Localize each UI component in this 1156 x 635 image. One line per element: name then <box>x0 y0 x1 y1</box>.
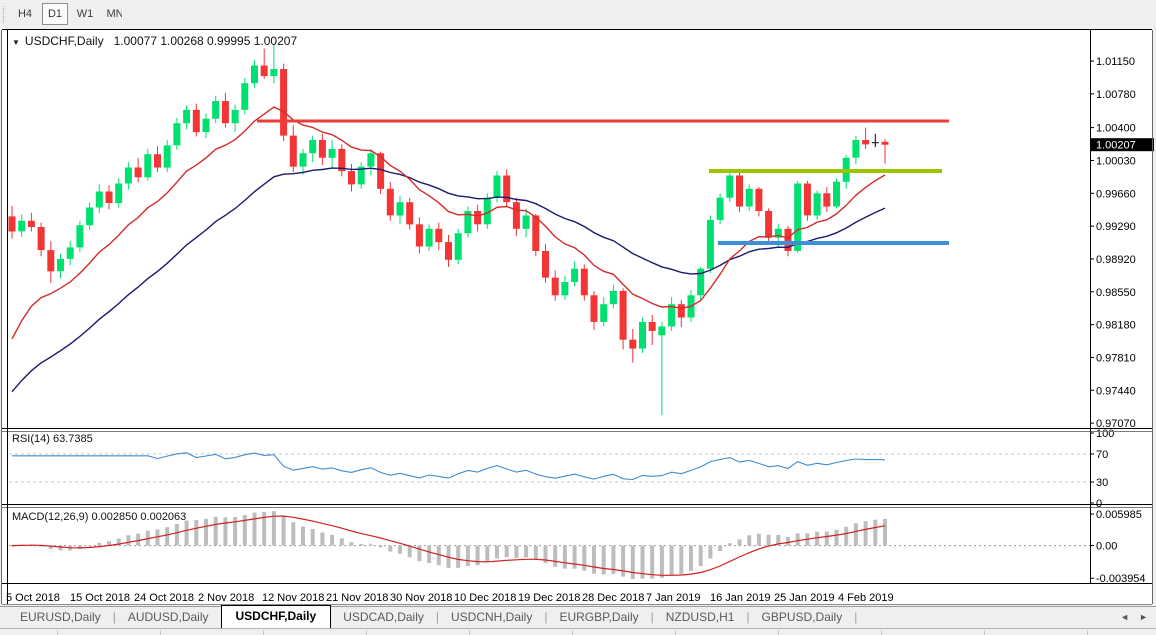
status-strip-separator <box>572 630 573 635</box>
tab-usdcnh-daily[interactable]: USDCNH,Daily <box>451 610 533 624</box>
price-tick-label: 0.98920 <box>1096 254 1136 266</box>
macd-histogram <box>10 511 887 579</box>
status-strip-separator <box>675 630 676 635</box>
chart-title: ▼ USDCHF,Daily 1.00077 1.00268 0.99995 1.0… <box>12 34 297 48</box>
tab-eurusd-daily[interactable]: EURUSD,Daily <box>20 610 101 624</box>
ma-fast-line <box>11 106 886 340</box>
status-strip-separator <box>469 630 470 635</box>
tabs-scroll-left-icon[interactable]: ◄ <box>1120 612 1130 622</box>
status-strip-separator <box>366 630 367 635</box>
date-tick-label: 15 Oct 2018 <box>70 592 130 604</box>
date-tick-label: 30 Nov 2018 <box>390 592 452 604</box>
date-tick-label: 5 Oct 2018 <box>6 592 60 604</box>
rsi-panel[interactable] <box>9 432 1090 504</box>
date-tick-label: 10 Dec 2018 <box>454 592 516 604</box>
price-tick-label: 1.00400 <box>1096 123 1136 135</box>
date-tick-label: 12 Nov 2018 <box>262 592 324 604</box>
date-tick-label: 19 Dec 2018 <box>518 592 580 604</box>
status-strip <box>0 628 1156 635</box>
tab-usdchf-daily[interactable]: USDCHF,Daily <box>220 605 332 628</box>
time-axis[interactable] <box>2 584 1090 604</box>
chart-ohlc-values: 1.00077 1.00268 0.99995 1.00207 <box>113 34 298 48</box>
tab-separator: | <box>112 610 116 624</box>
time-axis-labels: 5 Oct 2018 15 Oct 2018 24 Oct 2018 2 Nov 20… <box>6 592 894 604</box>
date-tick-label: 28 Dec 2018 <box>582 592 644 604</box>
toolbar-separator <box>122 6 123 23</box>
price-tick-label: 1.00780 <box>1096 89 1136 101</box>
tab-separator: | <box>854 610 858 624</box>
timeframe-toolbar: H4 D1 W1 MN <box>0 0 1156 29</box>
chart-symbol-label: USDCHF,Daily <box>24 34 104 48</box>
tab-nzdusd-h1[interactable]: NZDUSD,H1 <box>665 610 735 624</box>
price-axis[interactable] <box>1091 30 1152 584</box>
price-chart-plot[interactable] <box>9 30 1090 424</box>
rsi-line <box>12 452 886 481</box>
status-strip-separator <box>984 630 985 635</box>
symbol-tab-bar: EURUSD,Daily | AUDUSD,Daily USDCHF,Daily… <box>0 605 1156 628</box>
toolbar-grip[interactable] <box>3 6 4 23</box>
price-tick-label: 0.97810 <box>1096 352 1136 364</box>
price-axis-labels: 1.01150 1.00780 1.00400 1.00030 0.99660 0.992… <box>1090 56 1154 430</box>
timeframe-d1-button[interactable]: D1 <box>42 3 68 25</box>
macd-tick-label: -0.003954 <box>1096 573 1146 585</box>
ma-slow-line <box>11 167 886 393</box>
timeframe-h4-button[interactable]: H4 <box>12 3 38 25</box>
macd-indicator-label: MACD(12,26,9) 0.002850 0.002063 <box>12 511 187 523</box>
status-strip-separator <box>160 630 161 635</box>
date-tick-label: 4 Feb 2019 <box>838 592 894 604</box>
tabs-scroll-right-icon[interactable]: ► <box>1139 612 1148 622</box>
tab-audusd-daily[interactable]: AUDUSD,Daily <box>127 610 209 624</box>
tab-separator: | <box>435 610 439 624</box>
date-tick-label: 21 Nov 2018 <box>326 592 388 604</box>
tab-gbpusd-daily[interactable]: GBPUSD,Daily <box>761 610 843 624</box>
macd-tick-label: 0.005985 <box>1096 509 1142 521</box>
date-tick-label: 7 Jan 2019 <box>646 592 700 604</box>
status-strip-separator <box>57 630 58 635</box>
price-tick-label: 0.98180 <box>1096 320 1136 332</box>
price-tick-label: 1.00030 <box>1096 155 1136 167</box>
timeframe-mn-button[interactable]: MN <box>102 3 128 25</box>
date-tick-label: 25 Jan 2019 <box>774 592 835 604</box>
macd-tick-label: 0.00 <box>1096 541 1117 553</box>
price-tick-label: 0.97070 <box>1096 418 1136 430</box>
price-tick-label: 0.98550 <box>1096 287 1136 299</box>
status-strip-separator <box>263 630 264 635</box>
date-tick-label: 2 Nov 2018 <box>198 592 254 604</box>
rsi-indicator-label: RSI(14) 63.7385 <box>12 433 93 445</box>
status-strip-separator <box>1087 630 1088 635</box>
date-tick-label: 24 Oct 2018 <box>134 592 194 604</box>
current-price-value: 1.00207 <box>1096 140 1136 152</box>
rsi-tick-label: 70 <box>1096 449 1108 461</box>
status-strip-separator <box>881 630 882 635</box>
macd-axis-labels: 0.005985 0.00 -0.003954 <box>1090 509 1146 585</box>
macd-signal-line <box>11 515 886 576</box>
tab-usdcad-daily[interactable]: USDCAD,Daily <box>343 610 424 624</box>
tab-separator: | <box>746 610 750 624</box>
price-tick-label: 0.99290 <box>1096 221 1136 233</box>
tab-eurgbp-daily[interactable]: EURGBP,Daily <box>559 610 639 624</box>
tab-separator: | <box>650 610 654 624</box>
timeframe-w1-button[interactable]: W1 <box>72 3 98 25</box>
rsi-tick-label: 30 <box>1096 477 1108 489</box>
price-tick-label: 1.01150 <box>1096 56 1135 68</box>
status-strip-separator <box>778 630 779 635</box>
tab-separator: | <box>544 610 548 624</box>
symbol-dropdown-icon[interactable]: ▼ <box>12 38 20 47</box>
price-tick-label: 0.99660 <box>1096 188 1136 200</box>
current-price-tag <box>1091 138 1154 152</box>
date-tick-label: 16 Jan 2019 <box>710 592 771 604</box>
price-tick-label: 0.97440 <box>1096 385 1136 397</box>
